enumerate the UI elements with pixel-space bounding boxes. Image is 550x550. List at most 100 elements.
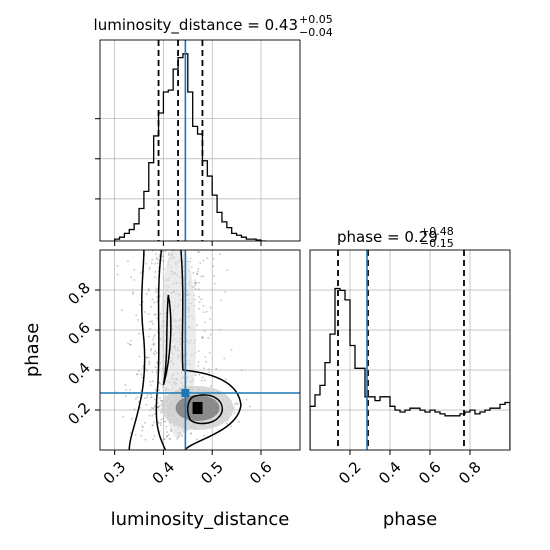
scatter-point	[130, 339, 132, 342]
scatter-point	[164, 420, 167, 423]
joint-y-ticks: 0.2 0.4 0.6 0.8	[64, 279, 100, 428]
scatter-point	[169, 438, 172, 440]
scatter-point	[189, 432, 192, 435]
scatter-point	[116, 264, 119, 267]
scatter-point	[156, 362, 159, 364]
scatter-point	[164, 420, 166, 423]
scatter-point	[198, 296, 201, 298]
scatter-point	[159, 424, 162, 427]
scatter-point	[190, 266, 193, 268]
phase-hist-panel: 0.2 0.4 0.6 0.8 phase = 0.29 +0.48 −0.15	[309, 225, 511, 488]
scatter-point	[153, 343, 155, 346]
scatter-point	[205, 360, 207, 363]
phase-x-tick-label-3: 0.8	[455, 458, 485, 488]
scatter-point	[248, 405, 251, 408]
scatter-point	[154, 398, 156, 401]
scatter-point	[150, 349, 152, 352]
contour-line-4	[162, 294, 172, 386]
scatter-point	[194, 281, 197, 284]
scatter-point	[151, 424, 154, 427]
luminosity-distance-x-tick-label-1: 0.4	[149, 458, 179, 488]
luminosity-distance-hist-step	[113, 53, 266, 241]
scatter-point	[145, 293, 148, 295]
scatter-point	[201, 336, 203, 339]
scatter-point	[159, 411, 162, 414]
scatter-point	[156, 361, 159, 363]
scatter-point	[153, 334, 156, 336]
scatter-point	[202, 311, 205, 314]
scatter-point	[143, 397, 146, 400]
scatter-point	[151, 424, 154, 427]
scatter-point	[153, 301, 156, 304]
scatter-point	[127, 342, 130, 345]
scatter-point	[204, 356, 207, 358]
scatter-point	[134, 433, 137, 436]
scatter-point	[146, 396, 149, 399]
scatter-point	[156, 262, 159, 265]
scatter-point	[156, 295, 159, 298]
scatter-point	[226, 422, 228, 425]
scatter-point	[223, 357, 226, 360]
scatter-point	[157, 405, 160, 408]
scatter-point	[198, 307, 200, 310]
scatter-point	[155, 287, 158, 290]
scatter-point	[131, 418, 133, 420]
scatter-point	[238, 421, 241, 423]
scatter-point	[197, 251, 200, 253]
scatter-point	[129, 343, 131, 346]
scatter-point	[202, 275, 205, 278]
x-axis-label-phase: phase	[383, 509, 437, 530]
phase-title-sub: −0.15	[420, 237, 454, 250]
phase-hist-bars	[310, 287, 510, 450]
scatter-point	[245, 398, 248, 401]
scatter-point	[152, 336, 155, 339]
scatter-point	[197, 268, 200, 270]
scatter-point	[197, 288, 200, 291]
scatter-point	[203, 434, 206, 437]
contour-line-0	[155, 250, 167, 450]
scatter-point	[152, 343, 155, 346]
scatter-point	[154, 366, 157, 369]
scatter-point	[165, 435, 168, 438]
scatter-point	[152, 338, 154, 341]
luminosity-distance-x-tick-label-3: 0.6	[246, 458, 276, 488]
scatter-point	[163, 268, 165, 270]
scatter-point	[156, 406, 159, 408]
scatter-point	[144, 421, 146, 424]
scatter-point	[145, 356, 148, 359]
scatter-point	[218, 252, 221, 255]
scatter-point	[156, 351, 158, 354]
luminosity-distance-hist-panel: luminosity_distance = 0.43 +0.05 −0.04	[94, 13, 333, 246]
scatter-point	[152, 407, 155, 410]
scatter-point	[155, 252, 157, 255]
scatter-point	[195, 282, 198, 284]
scatter-point	[168, 252, 170, 255]
phase-x-ticks: 0.2 0.4 0.6 0.8	[335, 450, 485, 488]
scatter-point	[209, 333, 212, 336]
scatter-point	[148, 356, 150, 359]
scatter-point	[165, 425, 168, 428]
scatter-point	[196, 272, 198, 275]
scatter-point	[152, 352, 155, 355]
phase-hist-frame	[309, 249, 511, 451]
scatter-point	[156, 300, 159, 303]
scatter-point	[124, 384, 127, 386]
phase-x-tick-label-1: 0.4	[375, 458, 405, 488]
scatter-point	[153, 413, 156, 415]
scatter-point	[149, 320, 151, 323]
scatter-point	[157, 406, 160, 409]
scatter-point	[144, 368, 147, 371]
luminosity-distance-hist-grid	[100, 40, 300, 241]
scatter-point	[210, 385, 212, 388]
scatter-point	[190, 432, 193, 435]
scatter-point	[163, 438, 166, 440]
scatter-point	[208, 352, 211, 354]
scatter-point	[155, 291, 157, 294]
scatter-point	[226, 269, 229, 272]
scatter-point	[136, 395, 139, 398]
scatter-point	[163, 438, 166, 441]
scatter-point	[148, 268, 151, 271]
luminosity-distance-hist-bars	[113, 53, 266, 241]
luminosity-distance-x-tick-label-2: 0.5	[197, 458, 227, 488]
scatter-point	[196, 273, 199, 275]
